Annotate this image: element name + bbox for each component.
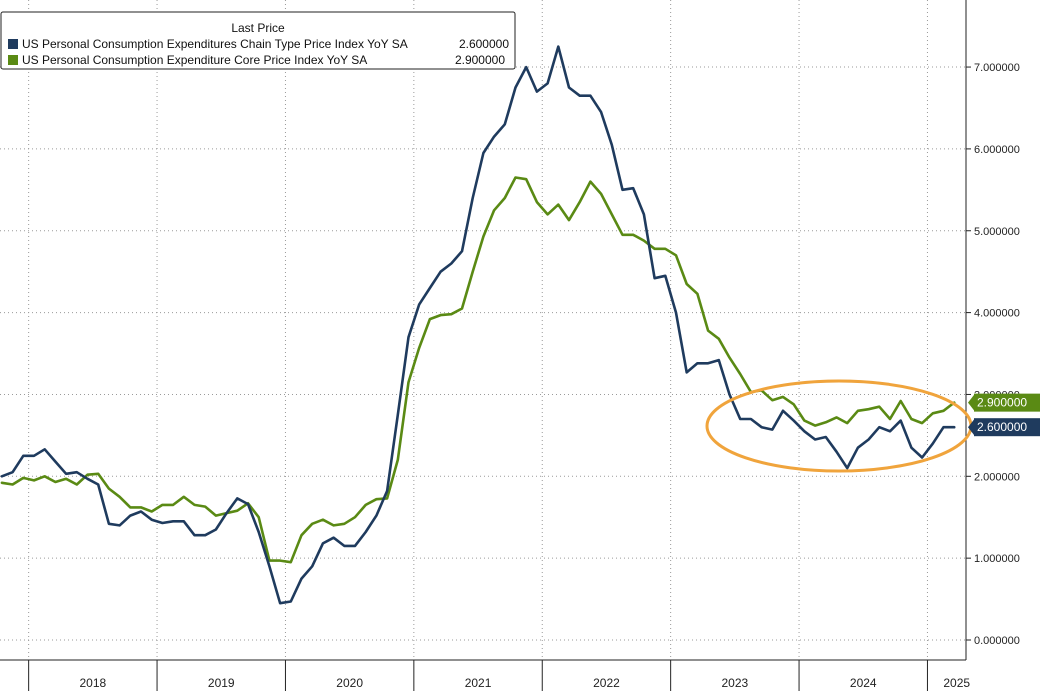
x-tick-label: 2020 [336, 676, 363, 690]
badge-box [974, 393, 1040, 412]
y-tick-label: 4.000000 [974, 308, 1020, 320]
legend-swatch-core [8, 55, 18, 65]
y-tick-label: 6.000000 [974, 144, 1020, 156]
legend-header: Last Price [231, 21, 285, 35]
badge-box [974, 418, 1040, 437]
series-lines [0, 45, 956, 605]
last-value-badges: 2.600000 2.900000 [968, 393, 1040, 437]
axes: 0.0000001.0000002.0000003.0000004.000000… [0, 0, 1020, 691]
last-value-badge-headline: 2.600000 [968, 418, 1040, 437]
series-line-core-pce [0, 176, 956, 564]
y-tick-label: 1.000000 [974, 553, 1020, 565]
series-line-headline-pce [0, 45, 956, 605]
x-tick-label: 2021 [465, 676, 492, 690]
y-tick-label: 5.000000 [974, 226, 1020, 238]
x-tick-label: 2024 [850, 676, 877, 690]
grid [0, 0, 966, 660]
legend-label-headline: US Personal Consumption Expenditures Cha… [22, 37, 408, 51]
legend-value-headline: 2.600000 [459, 37, 509, 51]
legend-box [0, 11, 516, 70]
badge-value: 2.900000 [977, 396, 1027, 410]
badge-value: 2.600000 [977, 420, 1027, 434]
legend: Last Price US Personal Consumption Expen… [0, 11, 516, 70]
last-value-badge-core: 2.900000 [968, 393, 1040, 412]
legend-swatch-headline [8, 39, 18, 49]
legend-label-core: US Personal Consumption Expenditure Core… [22, 53, 367, 67]
badge-pointer [968, 393, 975, 412]
x-tick-label: 2022 [593, 676, 620, 690]
y-tick-label: 0.000000 [974, 635, 1020, 647]
legend-value-core: 2.900000 [455, 53, 505, 67]
x-tick-label: 2018 [79, 676, 106, 690]
x-tick-label: 2025 [943, 676, 970, 690]
x-tick-label: 2019 [208, 676, 235, 690]
x-tick-label: 2023 [721, 676, 748, 690]
badge-pointer [968, 418, 975, 437]
y-tick-label: 7.000000 [974, 62, 1020, 74]
y-tick-label: 2.000000 [974, 471, 1020, 483]
